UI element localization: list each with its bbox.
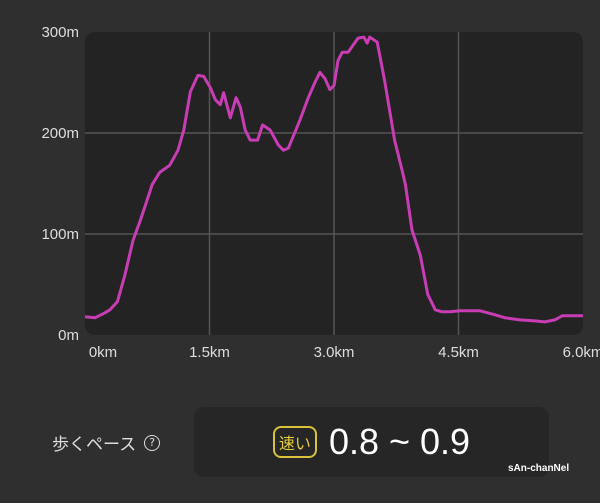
elevation-chart: 0km 1.5km 3.0km 4.5km 6.0km 0m 100m 200m 300m (41, 24, 600, 361)
watermark: sAn-chanNel (508, 463, 570, 474)
x-tick-label: 3.0km (314, 344, 355, 361)
elevation-line (84, 35, 583, 324)
y-tick-label: 300m (41, 24, 79, 41)
y-tick-label: 100m (41, 226, 79, 243)
pace-label-group: 歩くペース ? (52, 430, 161, 455)
pace-badge: 速い (272, 426, 317, 458)
pace-box: 速い 0.8 ~ 0.9 (194, 407, 549, 477)
y-tick-label: 0m (58, 327, 79, 344)
question-circle-icon[interactable]: ? (144, 434, 161, 451)
x-tick-label: 4.5km (438, 344, 479, 361)
y-tick-label: 200m (41, 125, 79, 142)
pace-label: 歩くペース (52, 435, 137, 455)
pace-value: 0.8 ~ 0.9 (328, 421, 471, 462)
x-tick-label: 0km (89, 344, 117, 361)
x-tick-label: 6.0km (563, 344, 600, 361)
x-tick-label: 1.5km (189, 344, 230, 361)
